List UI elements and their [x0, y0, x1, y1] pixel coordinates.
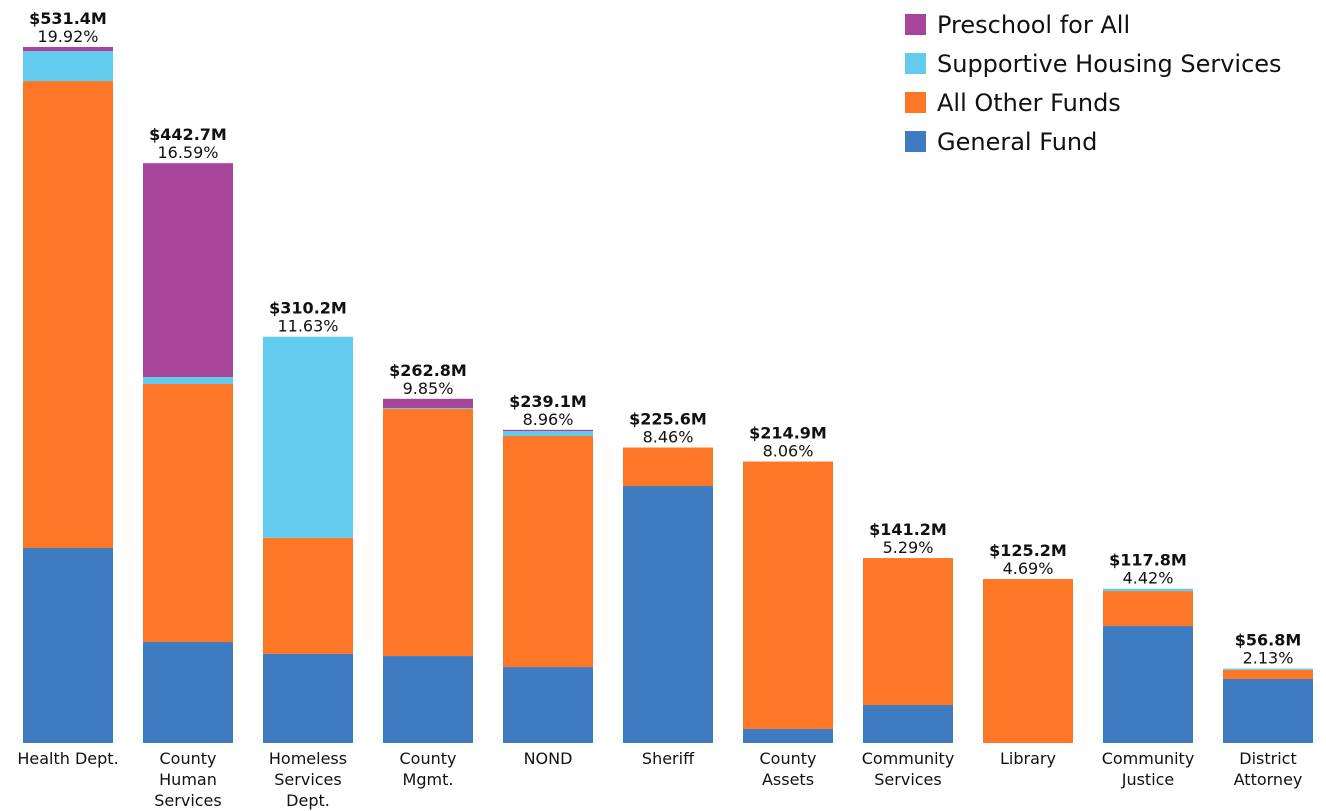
bar-segment: [503, 435, 593, 668]
total-label: $531.4M: [29, 9, 107, 28]
x-tick-label: County Human Services: [154, 749, 221, 810]
share-label: 2.13%: [1243, 649, 1294, 668]
x-tick-label: District Attorney: [1234, 749, 1303, 789]
bar-segment: [503, 431, 593, 436]
bar-segment: [23, 47, 113, 52]
share-label: 16.59%: [157, 143, 218, 162]
bar-segment: [383, 407, 473, 410]
bar-segment: [23, 51, 113, 82]
share-label: 8.46%: [643, 428, 694, 447]
bar-segment: [383, 398, 473, 408]
share-label: 5.29%: [883, 538, 934, 557]
bar-segment: [143, 642, 233, 743]
bar-segment: [743, 461, 833, 729]
total-label: $141.2M: [869, 520, 947, 539]
bar-segment: [623, 447, 713, 487]
total-label: $310.2M: [269, 299, 347, 318]
share-label: 9.85%: [403, 379, 454, 398]
total-label: $225.6M: [629, 410, 707, 429]
bar-segment: [263, 537, 353, 654]
total-label: $125.2M: [989, 541, 1067, 560]
bar-segment: [383, 409, 473, 657]
x-tick-label: Health Dept.: [17, 749, 118, 768]
bar-segment: [743, 728, 833, 743]
legend-label: All Other Funds: [937, 89, 1121, 117]
bar-segment: [623, 486, 713, 743]
x-tick-label: County Mgmt.: [400, 749, 457, 789]
bar-segment: [143, 377, 233, 384]
bar-segment: [983, 579, 1073, 743]
bar-segment: [1223, 668, 1313, 670]
bar-segment: [383, 656, 473, 743]
share-label: 8.96%: [523, 410, 574, 429]
bar-segment: [1103, 588, 1193, 592]
share-label: 11.63%: [277, 317, 338, 336]
bar-segment: [1223, 678, 1313, 743]
x-tick-label: County Assets: [760, 749, 817, 789]
total-label: $262.8M: [389, 361, 467, 380]
legend-swatch: [905, 92, 926, 113]
total-label: $239.1M: [509, 392, 587, 411]
bar-segment: [1103, 626, 1193, 743]
total-label: $214.9M: [749, 424, 827, 443]
legend-swatch: [905, 131, 926, 152]
bar-segment: [863, 705, 953, 743]
bar-segment: [143, 383, 233, 643]
legend-label: General Fund: [937, 128, 1097, 156]
legend-swatch: [905, 53, 926, 74]
bar-segment: [1103, 591, 1193, 627]
x-tick-label: Library: [1000, 749, 1056, 768]
x-tick-label: Sheriff: [642, 749, 695, 768]
x-tick-label: NOND: [524, 749, 573, 768]
legend-label: Preschool for All: [937, 11, 1130, 39]
bar-segment: [503, 429, 593, 432]
total-label: $56.8M: [1235, 631, 1302, 650]
bar-segment: [263, 336, 353, 538]
share-label: 4.42%: [1123, 569, 1174, 588]
bar-segment: [23, 81, 113, 548]
x-tick-label: Community Services: [862, 749, 955, 789]
bar-segment: [1223, 669, 1313, 679]
bar-segment: [23, 547, 113, 743]
x-tick-label: Community Justice: [1102, 749, 1195, 789]
bar-segment: [503, 667, 593, 743]
share-label: 19.92%: [37, 27, 98, 46]
total-label: $117.8M: [1109, 551, 1187, 570]
total-label: $442.7M: [149, 125, 227, 144]
legend-swatch: [905, 14, 926, 35]
legend-label: Supportive Housing Services: [937, 50, 1282, 78]
x-tick-label: Homeless Services Dept.: [269, 749, 347, 810]
share-label: 8.06%: [763, 442, 814, 461]
bar-segment: [863, 558, 953, 706]
bar-segment: [143, 163, 233, 378]
bar-segment: [263, 653, 353, 743]
share-label: 4.69%: [1003, 559, 1054, 578]
